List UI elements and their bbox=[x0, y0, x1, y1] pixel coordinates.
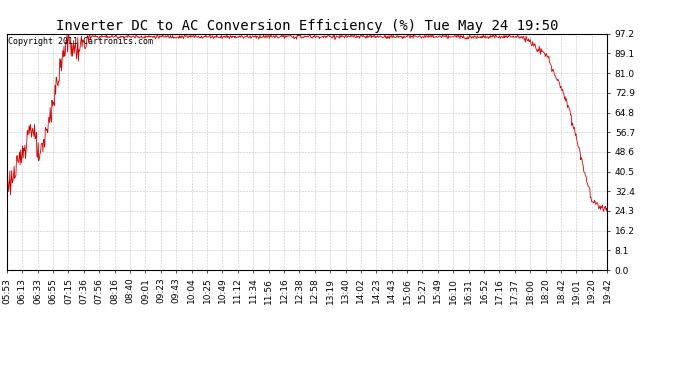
Text: Copyright 2011 Cartronics.com: Copyright 2011 Cartronics.com bbox=[8, 37, 153, 46]
Title: Inverter DC to AC Conversion Efficiency (%) Tue May 24 19:50: Inverter DC to AC Conversion Efficiency … bbox=[56, 19, 558, 33]
